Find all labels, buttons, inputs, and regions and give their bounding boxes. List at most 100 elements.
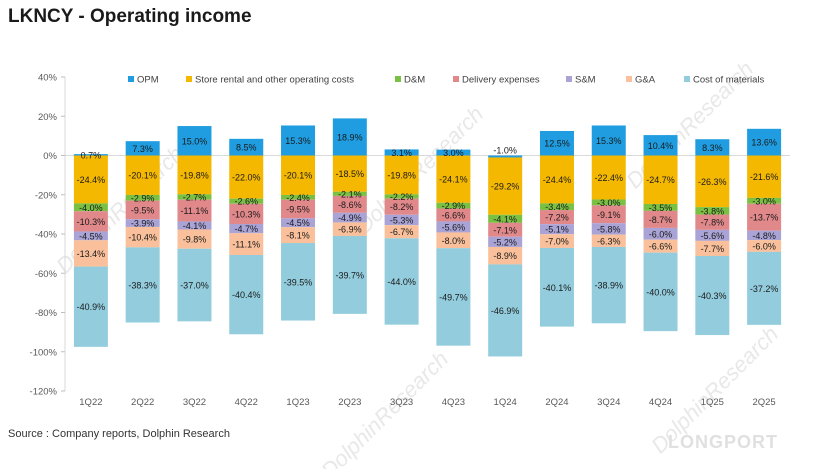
bar-segment [384, 198, 419, 215]
watermark-text: DolphinResearch [51, 141, 188, 278]
bar-segment [488, 236, 523, 247]
data-label: -7.2% [545, 213, 569, 223]
data-label: -3.5% [649, 203, 673, 213]
bar-segment [229, 254, 264, 335]
data-label: -4.8% [752, 231, 776, 241]
bar-segment [125, 155, 160, 195]
data-label: -40.4% [232, 290, 261, 300]
data-label: 15.3% [596, 136, 622, 146]
bar-segment [539, 247, 574, 327]
data-label: -8.1% [286, 231, 310, 241]
data-label: -8.2% [390, 202, 414, 212]
x-tick-label: 1Q24 [494, 397, 517, 408]
legend-label: G&A [635, 75, 656, 86]
data-label: -6.7% [390, 227, 414, 237]
data-label: -20.1% [128, 171, 157, 181]
bar-segment [539, 210, 574, 225]
bar-segment [643, 227, 678, 240]
data-label: -10.3% [77, 217, 106, 227]
data-label: 8.5% [236, 143, 257, 153]
bar-segment [747, 240, 782, 252]
data-label: -5.8% [597, 224, 621, 234]
data-label: -7.1% [493, 225, 517, 235]
bar-segment [488, 222, 523, 237]
data-label: -9.1% [597, 210, 621, 220]
bar-segment [643, 239, 678, 253]
x-tick-label: 1Q23 [286, 397, 309, 408]
bar-segment [747, 197, 782, 204]
data-label: -11.1% [232, 240, 260, 250]
bar-segment [436, 248, 471, 346]
data-label: -37.2% [750, 284, 779, 294]
y-tick-label: -60% [35, 269, 58, 280]
bar-segment [488, 246, 523, 265]
bar-segment [229, 198, 264, 204]
bar-segment [73, 231, 108, 241]
data-label: 7.3% [132, 144, 153, 154]
bar-segment [384, 214, 419, 226]
data-label: -8.0% [442, 236, 466, 246]
data-label: 0.7% [81, 150, 102, 160]
data-label: -7.8% [701, 218, 725, 228]
x-tick-label: 4Q24 [649, 397, 672, 408]
data-label: -29.2% [491, 182, 520, 192]
legend-swatch [186, 76, 192, 82]
legend: OPM Store rental and other operating cost… [128, 75, 765, 86]
bar-segment [281, 227, 316, 244]
bar-segment [539, 203, 574, 211]
data-label: -13.4% [77, 249, 106, 259]
data-label: 12.5% [544, 139, 570, 149]
bar-segment [177, 199, 212, 222]
data-label: -24.4% [77, 175, 106, 185]
bar-segment [695, 139, 730, 156]
bar-segment [747, 203, 782, 231]
data-label: -3.9% [131, 219, 155, 229]
data-label: -19.8% [387, 170, 416, 180]
data-label: 18.9% [337, 132, 363, 142]
legend-label: D&M [404, 75, 425, 86]
bar-segment [747, 230, 782, 241]
bar-segment [436, 149, 471, 156]
bar-segment [747, 155, 782, 198]
bars [73, 118, 782, 357]
bar-segment [281, 243, 316, 321]
data-label: -4.0% [79, 203, 103, 213]
data-label: -22.4% [594, 173, 623, 183]
data-label: -9.5% [131, 205, 155, 215]
bar-segment [281, 218, 316, 228]
bar-segment [436, 155, 471, 203]
bar-segment [177, 221, 212, 230]
bar-segment [539, 224, 574, 235]
bar-segment [332, 118, 367, 156]
bar-segment [229, 223, 264, 234]
data-label: -3.4% [545, 202, 569, 212]
bar-segment [695, 255, 730, 336]
bar-segment [177, 155, 212, 195]
bar-segment [643, 135, 678, 156]
bar-segment [281, 199, 316, 219]
chart-title: LKNCY - Operating income [8, 6, 252, 27]
legend-swatch [626, 76, 632, 82]
watermark-text: DolphinResearch [316, 346, 453, 469]
x-tick-label: 1Q25 [701, 397, 724, 408]
data-label: -3.0% [597, 198, 621, 208]
data-label: -26.3% [698, 177, 727, 187]
bar-segment [177, 126, 212, 156]
x-tick-label: 2Q24 [545, 397, 568, 408]
x-tick-label: 2Q22 [131, 397, 154, 408]
bar-segment [747, 251, 782, 325]
data-label: -2.4% [286, 193, 310, 203]
bar-segment [591, 234, 626, 247]
bar-segment [747, 128, 782, 156]
x-tick-label: 3Q22 [183, 397, 206, 408]
bar-segment [591, 125, 626, 156]
data-label: -6.6% [442, 210, 466, 220]
bar-segment [643, 252, 678, 332]
data-label: 10.4% [648, 141, 674, 151]
bar-segment [177, 229, 212, 249]
data-label: -4.1% [183, 221, 207, 231]
bar-segment [229, 155, 264, 199]
x-tick-label: 4Q22 [235, 397, 258, 408]
data-label: -5.3% [390, 215, 414, 225]
